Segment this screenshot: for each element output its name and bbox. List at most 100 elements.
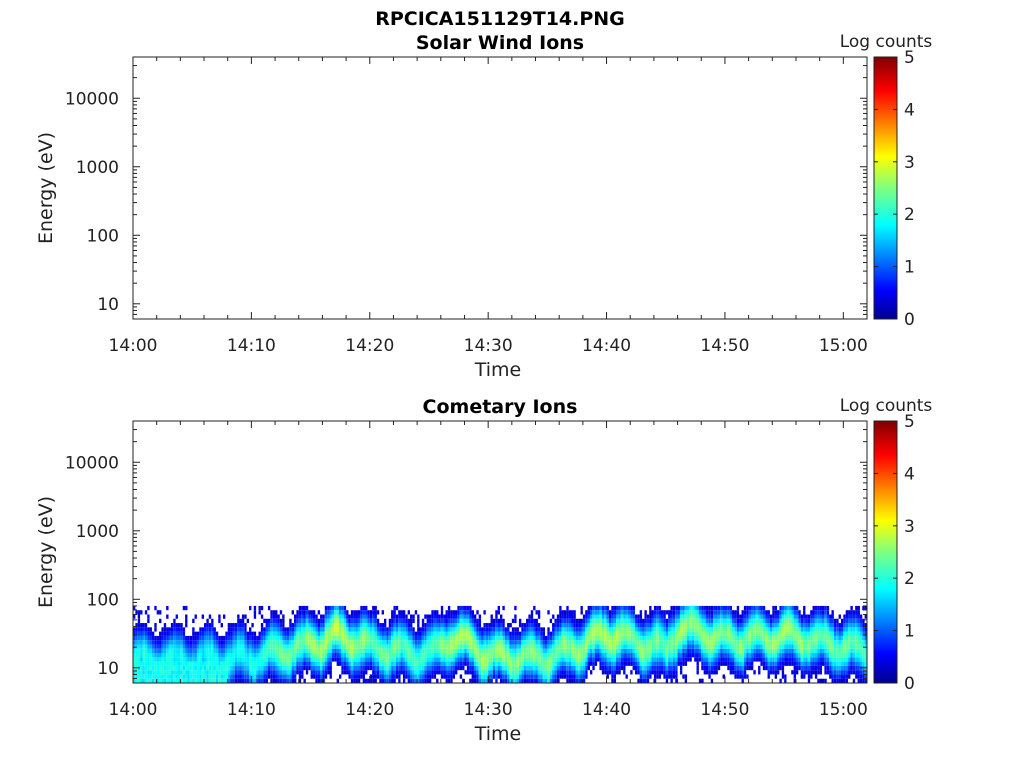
- spectrogram-cell: [850, 605, 853, 611]
- spectrogram-cell: [843, 661, 846, 666]
- spectrogram-cell: [327, 657, 330, 662]
- spectrogram-cell: [549, 653, 553, 658]
- spectrogram-cell: [691, 640, 695, 645]
- spectrogram-cell: [395, 627, 399, 632]
- spectrogram-cell: [142, 657, 145, 662]
- spectrogram-cell: [329, 635, 332, 641]
- colorbar-tick-label: 0: [904, 310, 915, 330]
- spectrogram-cell: [258, 605, 261, 611]
- spectrogram-cell: [791, 661, 794, 666]
- spectrogram-cell: [379, 623, 382, 628]
- spectrogram-cell: [433, 661, 437, 666]
- spectrogram-cell: [279, 678, 283, 683]
- spectrogram-cell: [788, 648, 792, 654]
- spectrogram-cell: [263, 631, 266, 636]
- spectrogram-cell: [788, 653, 792, 658]
- spectrogram-cell: [414, 665, 418, 671]
- spectrogram-cell: [282, 665, 285, 671]
- spectrogram-cell: [443, 661, 446, 666]
- spectrogram-cell: [185, 635, 188, 641]
- spectrogram-cell: [703, 610, 706, 615]
- spectrogram-cell: [516, 644, 519, 649]
- spectrogram-cell: [331, 640, 335, 645]
- spectrogram-cell: [822, 623, 825, 628]
- spectrogram-cell: [781, 618, 785, 624]
- spectrogram-cell: [452, 670, 456, 675]
- spectrogram-cell: [177, 674, 181, 679]
- spectrogram-cell: [196, 653, 200, 658]
- spectrogram-cell: [762, 640, 766, 645]
- spectrogram-cell: [483, 657, 486, 662]
- spectrogram-cell: [279, 674, 283, 679]
- spectrogram-cell: [793, 653, 796, 658]
- spectrogram-cell: [218, 665, 221, 671]
- spectrogram-cell: [857, 678, 860, 683]
- spectrogram-cell: [729, 640, 733, 645]
- spectrogram-cell: [781, 665, 785, 671]
- spectrogram-cell: [746, 640, 749, 645]
- spectrogram-cell: [582, 614, 586, 619]
- spectrogram-cell: [253, 665, 257, 671]
- spectrogram-cell: [507, 623, 510, 628]
- spectrogram-cell: [833, 653, 837, 658]
- spectrogram-cell: [840, 644, 844, 649]
- spectrogram-cell: [580, 670, 583, 675]
- colorbar-label: Log counts: [840, 32, 933, 52]
- spectrogram-cell: [535, 640, 538, 645]
- spectrogram-cell: [623, 627, 626, 632]
- spectrogram-cell: [267, 631, 271, 636]
- spectrogram-cell: [637, 618, 640, 624]
- spectrogram-cell: [289, 623, 292, 628]
- spectrogram-cell: [241, 640, 245, 645]
- spectrogram-cell: [864, 631, 867, 636]
- spectrogram-cell: [755, 644, 759, 649]
- spectrogram-cell: [483, 670, 486, 675]
- spectrogram-cell: [568, 644, 572, 649]
- spectrogram-cell: [196, 674, 200, 679]
- spectrogram-cell: [613, 635, 617, 641]
- spectrogram-cell: [417, 627, 420, 632]
- spectrogram-cell: [189, 653, 193, 658]
- spectrogram-cell: [606, 648, 609, 654]
- spectrogram-cell: [419, 670, 422, 675]
- spectrogram-cell: [696, 605, 699, 611]
- spectrogram-cell: [535, 661, 538, 666]
- spectrogram-cell: [163, 635, 167, 641]
- spectrogram-cell: [822, 635, 825, 641]
- spectrogram-cell: [419, 644, 422, 649]
- spectrogram-cell: [159, 618, 162, 624]
- spectrogram-cell: [258, 657, 261, 662]
- spectrogram-cell: [561, 648, 564, 654]
- spectrogram-cell: [355, 644, 358, 649]
- spectrogram-cell: [476, 610, 479, 615]
- spectrogram-cell: [398, 670, 401, 675]
- spectrogram-cell: [362, 678, 366, 683]
- spectrogram-cell: [187, 653, 190, 658]
- spectrogram-cell: [348, 623, 351, 628]
- spectrogram-cell: [211, 648, 214, 654]
- spectrogram-cell: [779, 657, 782, 662]
- spectrogram-cell: [154, 644, 157, 649]
- spectrogram-cell: [800, 670, 804, 675]
- spectrogram-cell: [320, 648, 323, 654]
- spectrogram-cell: [185, 661, 188, 666]
- spectrogram-cell: [147, 653, 150, 658]
- spectrogram-cell: [630, 614, 633, 619]
- spectrogram-cell: [784, 627, 787, 632]
- spectrogram-cell: [294, 644, 297, 649]
- spectrogram-cell: [436, 623, 439, 628]
- spectrogram-cell: [147, 640, 150, 645]
- spectrogram-cell: [471, 657, 474, 662]
- spectrogram-cell: [154, 640, 157, 645]
- spectrogram-cell: [372, 661, 375, 666]
- spectrogram-cell: [305, 648, 309, 654]
- spectrogram-cell: [651, 640, 654, 645]
- spectrogram-cell: [857, 605, 860, 611]
- spectrogram-cell: [698, 653, 702, 658]
- spectrogram-cell: [807, 678, 811, 683]
- spectrogram-cell: [632, 627, 635, 632]
- spectrogram-cell: [767, 670, 770, 675]
- spectrogram-cell: [537, 678, 541, 683]
- spectrogram-cell: [438, 631, 441, 636]
- spectrogram-cell: [855, 627, 858, 632]
